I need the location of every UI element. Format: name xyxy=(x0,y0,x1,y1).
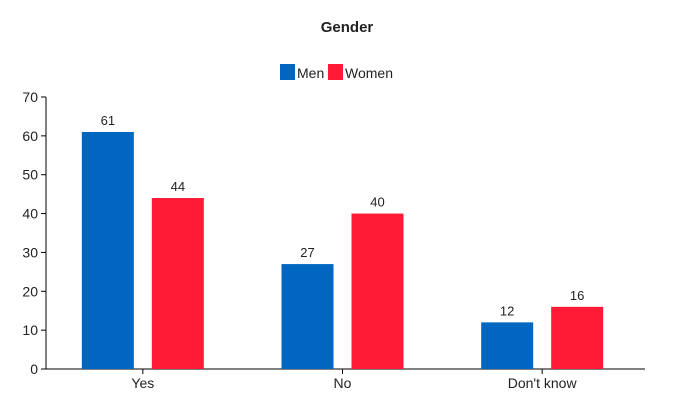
bar-men-1 xyxy=(281,264,334,369)
bar-women-1 xyxy=(351,213,404,369)
data-label: 61 xyxy=(101,113,115,128)
y-tick-label: 0 xyxy=(30,361,38,377)
x-tick-label: No xyxy=(334,375,352,391)
value-labels: 61 44 27 40 12 16 xyxy=(101,113,585,318)
y-tick-label: 70 xyxy=(22,89,38,105)
legend-swatch-men xyxy=(280,64,295,80)
bar-men-2 xyxy=(481,322,534,369)
y-axis: 0 10 20 30 40 50 60 70 xyxy=(22,89,47,377)
x-tick-label: Yes xyxy=(131,375,154,391)
data-label: 44 xyxy=(171,179,185,194)
data-label: 12 xyxy=(500,303,514,318)
y-tick-label: 60 xyxy=(22,128,38,144)
chart-title: Gender xyxy=(321,19,374,36)
x-tick-label: Don't know xyxy=(508,375,578,391)
bar-men-0 xyxy=(81,131,134,369)
legend: Men Women xyxy=(280,64,393,81)
y-tick-label: 30 xyxy=(22,244,38,260)
x-axis: Yes No Don't know xyxy=(46,368,645,391)
bar-women-0 xyxy=(151,198,204,369)
legend-label-men: Men xyxy=(297,65,324,81)
data-label: 16 xyxy=(570,288,584,303)
data-label: 27 xyxy=(300,245,314,260)
y-tick-label: 20 xyxy=(22,283,38,299)
legend-swatch-women xyxy=(328,64,343,80)
bars xyxy=(81,131,604,369)
y-tick-label: 50 xyxy=(22,167,38,183)
legend-label-women: Women xyxy=(345,65,393,81)
data-label: 40 xyxy=(370,195,384,210)
bar-women-2 xyxy=(551,306,604,369)
y-tick-label: 10 xyxy=(22,322,38,338)
y-tick-label: 40 xyxy=(22,206,38,222)
